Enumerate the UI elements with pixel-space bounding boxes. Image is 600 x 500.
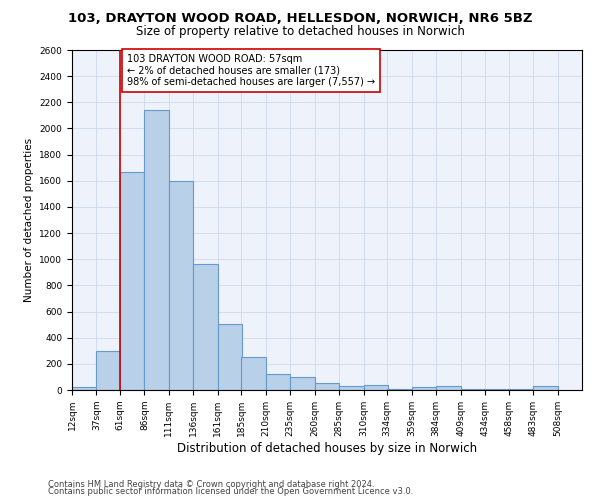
Text: 103, DRAYTON WOOD ROAD, HELLESDON, NORWICH, NR6 5BZ: 103, DRAYTON WOOD ROAD, HELLESDON, NORWI… <box>68 12 532 26</box>
Text: Contains HM Land Registry data © Crown copyright and database right 2024.: Contains HM Land Registry data © Crown c… <box>48 480 374 489</box>
Bar <box>72 386 97 390</box>
Bar <box>412 388 436 390</box>
Bar <box>364 386 388 390</box>
X-axis label: Distribution of detached houses by size in Norwich: Distribution of detached houses by size … <box>177 442 477 454</box>
Bar <box>436 386 461 390</box>
Bar <box>218 324 242 390</box>
Bar <box>266 374 290 390</box>
Text: Size of property relative to detached houses in Norwich: Size of property relative to detached ho… <box>136 25 464 38</box>
Bar <box>315 384 339 390</box>
Bar <box>193 264 218 390</box>
Bar <box>169 181 193 390</box>
Bar <box>120 172 145 390</box>
Text: Contains public sector information licensed under the Open Government Licence v3: Contains public sector information licen… <box>48 487 413 496</box>
Bar <box>533 386 557 390</box>
Y-axis label: Number of detached properties: Number of detached properties <box>24 138 34 302</box>
Bar <box>290 377 315 390</box>
Text: 103 DRAYTON WOOD ROAD: 57sqm
← 2% of detached houses are smaller (173)
98% of se: 103 DRAYTON WOOD ROAD: 57sqm ← 2% of det… <box>127 54 375 87</box>
Bar <box>145 110 169 390</box>
Bar <box>339 386 364 390</box>
Bar <box>241 358 266 390</box>
Bar <box>97 351 121 390</box>
